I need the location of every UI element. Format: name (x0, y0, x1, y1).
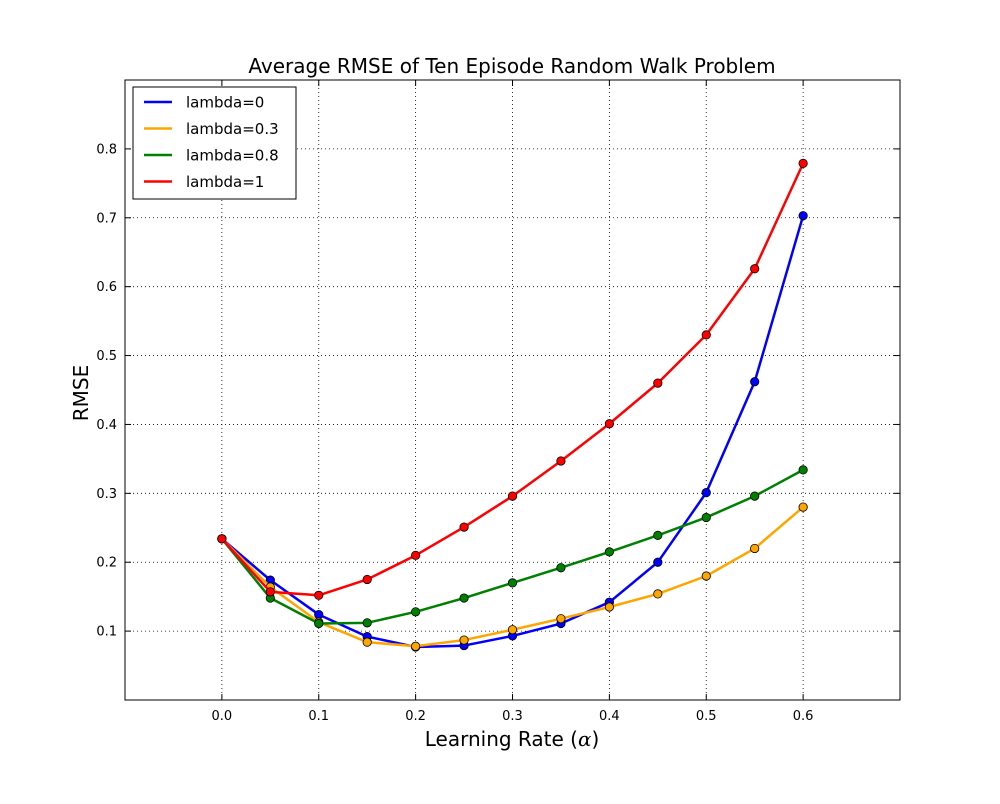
data-point (459, 635, 469, 645)
data-point (411, 550, 421, 560)
data-point (750, 377, 760, 387)
data-point (314, 590, 324, 600)
data-point (314, 609, 324, 620)
data-point (314, 618, 324, 629)
data-point (459, 522, 469, 532)
legend-entry-lambda-0-3: lambda=0.3 (144, 120, 279, 138)
data-point (604, 602, 614, 612)
series-lines (217, 158, 808, 652)
x-axis-label-text: Learning Rate ( (425, 727, 578, 751)
legend-entry-lambda-0-8: lambda=0.8 (144, 147, 279, 165)
x-tick-label: 0.3 (502, 709, 523, 724)
data-point (265, 587, 275, 597)
y-tick-label: 0.1 (96, 625, 117, 640)
data-point (362, 637, 372, 647)
data-point (217, 534, 227, 544)
series-lambda-0 (217, 211, 808, 652)
data-point (798, 502, 808, 512)
data-point (701, 488, 711, 498)
legend-label: lambda=1 (186, 173, 264, 191)
data-point (750, 543, 760, 554)
data-point (362, 574, 372, 585)
x-tick-label: 0.6 (793, 709, 814, 724)
y-tick-label: 0.3 (96, 487, 117, 502)
y-tick-label: 0.5 (96, 349, 117, 364)
data-point (556, 563, 566, 573)
x-tick-label: 0.0 (212, 709, 233, 724)
y-axis-label: RMSE (69, 365, 93, 421)
legend-label: lambda=0 (186, 94, 264, 112)
data-point (701, 330, 711, 340)
data-point (798, 465, 808, 475)
data-point (507, 491, 518, 501)
data-point (653, 530, 663, 540)
data-point (604, 419, 614, 429)
legend-label: lambda=0.8 (186, 147, 279, 165)
data-point (750, 264, 760, 274)
data-point (701, 512, 711, 523)
axis-ticks: 0.0 0.1 0.2 0.3 0.4 0.5 0.6 0.1 0.2 0.3 0.4 0.5 0.6 0… (96, 80, 900, 724)
legend-label: lambda=0.3 (186, 120, 279, 138)
y-tick-label: 0.2 (96, 556, 117, 571)
x-axis-label: Learning Rate (α) (425, 727, 600, 751)
data-point (411, 607, 421, 617)
data-point (411, 641, 421, 651)
y-tick-label: 0.8 (96, 142, 117, 157)
y-tick-label: 0.4 (96, 418, 117, 433)
data-point (653, 557, 663, 567)
x-axis-label-end: ) (591, 727, 599, 751)
data-point (701, 571, 711, 581)
alpha-symbol: α (578, 727, 592, 751)
data-point (556, 456, 566, 466)
x-tick-label: 0.5 (696, 709, 717, 724)
data-point (507, 578, 518, 588)
x-tick-label: 0.2 (405, 709, 426, 724)
data-point (362, 618, 372, 628)
x-tick-label: 0.1 (308, 709, 329, 724)
data-point (604, 547, 614, 557)
y-tick-label: 0.7 (96, 211, 117, 226)
legend: lambda=0 lambda=0.3 lambda=0.8 lambda=1 (132, 86, 297, 200)
series-lambda-1 (217, 158, 808, 600)
x-tick-label: 0.4 (599, 709, 620, 724)
y-tick-label: 0.6 (96, 280, 117, 295)
data-point (507, 625, 518, 635)
data-point (798, 211, 808, 221)
chart-title: Average RMSE of Ten Episode Random Walk … (248, 54, 775, 78)
data-point (653, 378, 663, 388)
legend-entry-lambda-1: lambda=1 (144, 173, 264, 191)
data-point (556, 614, 566, 624)
data-point (750, 491, 760, 501)
legend-entry-lambda-0: lambda=0 (144, 94, 264, 112)
data-point (459, 593, 469, 603)
data-point (798, 158, 808, 168)
data-point (653, 589, 663, 599)
